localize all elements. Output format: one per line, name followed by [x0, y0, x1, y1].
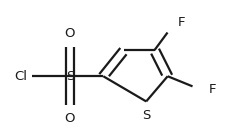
Text: O: O: [64, 27, 75, 40]
Text: O: O: [64, 112, 75, 125]
Text: S: S: [65, 70, 74, 83]
Text: Cl: Cl: [14, 70, 27, 83]
Text: S: S: [141, 109, 150, 122]
Text: F: F: [178, 15, 185, 28]
Text: F: F: [208, 83, 216, 96]
